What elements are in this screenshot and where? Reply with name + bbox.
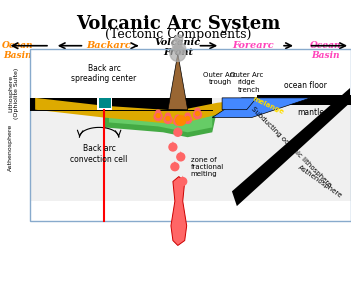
Circle shape bbox=[176, 115, 180, 120]
Polygon shape bbox=[181, 175, 185, 182]
Text: Backarc: Backarc bbox=[86, 41, 131, 50]
Circle shape bbox=[174, 128, 182, 136]
Text: Lithosphere
(Ophiolite Suite): Lithosphere (Ophiolite Suite) bbox=[8, 67, 19, 119]
Circle shape bbox=[184, 116, 192, 124]
Polygon shape bbox=[30, 98, 351, 201]
Text: Outer Arc
ridge: Outer Arc ridge bbox=[230, 72, 263, 85]
Polygon shape bbox=[109, 110, 212, 132]
Polygon shape bbox=[171, 141, 175, 147]
Text: Volcanic Arc System: Volcanic Arc System bbox=[75, 15, 280, 33]
Polygon shape bbox=[30, 98, 212, 110]
Circle shape bbox=[186, 117, 190, 120]
Circle shape bbox=[166, 113, 171, 118]
Text: ocean floor: ocean floor bbox=[284, 81, 327, 90]
Text: zone of
fractional
melting: zone of fractional melting bbox=[191, 157, 224, 177]
Polygon shape bbox=[171, 177, 187, 246]
Text: Asthenosphere: Asthenosphere bbox=[297, 164, 344, 199]
Text: Subducting oceanic lithosphere: Subducting oceanic lithosphere bbox=[250, 106, 332, 188]
Polygon shape bbox=[176, 127, 180, 132]
Text: Back arc
spreading center: Back arc spreading center bbox=[71, 64, 137, 83]
Circle shape bbox=[166, 117, 170, 120]
Text: Ocean
Basin: Ocean Basin bbox=[310, 41, 341, 60]
Circle shape bbox=[156, 114, 160, 117]
Text: melange: melange bbox=[252, 96, 285, 116]
Polygon shape bbox=[212, 98, 311, 117]
Circle shape bbox=[174, 43, 186, 55]
Circle shape bbox=[172, 39, 182, 49]
Text: trench: trench bbox=[238, 87, 261, 93]
Text: Outer Arc
trough: Outer Arc trough bbox=[204, 72, 237, 85]
Circle shape bbox=[175, 35, 183, 43]
Polygon shape bbox=[97, 98, 112, 110]
Circle shape bbox=[196, 112, 199, 116]
Polygon shape bbox=[35, 98, 261, 124]
Circle shape bbox=[171, 163, 179, 171]
Circle shape bbox=[177, 153, 185, 161]
Text: mantle: mantle bbox=[297, 108, 324, 117]
Polygon shape bbox=[222, 98, 257, 110]
Circle shape bbox=[176, 116, 186, 125]
Circle shape bbox=[195, 108, 200, 113]
Polygon shape bbox=[104, 110, 217, 137]
Text: Forearc: Forearc bbox=[233, 41, 274, 50]
Text: Ocean
Basin: Ocean Basin bbox=[2, 41, 33, 60]
Text: Volcanic
Front: Volcanic Front bbox=[155, 38, 201, 57]
Text: (Tectonic Components): (Tectonic Components) bbox=[105, 28, 251, 41]
Circle shape bbox=[164, 116, 172, 124]
Polygon shape bbox=[257, 95, 351, 105]
Text: Asthenosphere: Asthenosphere bbox=[8, 124, 13, 171]
Polygon shape bbox=[173, 161, 177, 167]
Circle shape bbox=[156, 110, 161, 115]
Circle shape bbox=[185, 113, 190, 118]
Circle shape bbox=[176, 118, 180, 123]
Polygon shape bbox=[232, 88, 350, 206]
Circle shape bbox=[179, 178, 187, 185]
Circle shape bbox=[174, 117, 182, 125]
Polygon shape bbox=[179, 151, 183, 157]
Text: Back arc
convection cell: Back arc convection cell bbox=[71, 144, 128, 163]
Text: crust: crust bbox=[296, 96, 316, 105]
Polygon shape bbox=[168, 53, 188, 110]
Circle shape bbox=[170, 46, 186, 62]
Polygon shape bbox=[99, 98, 111, 108]
Circle shape bbox=[193, 111, 201, 118]
Circle shape bbox=[169, 143, 177, 151]
Circle shape bbox=[154, 113, 162, 120]
